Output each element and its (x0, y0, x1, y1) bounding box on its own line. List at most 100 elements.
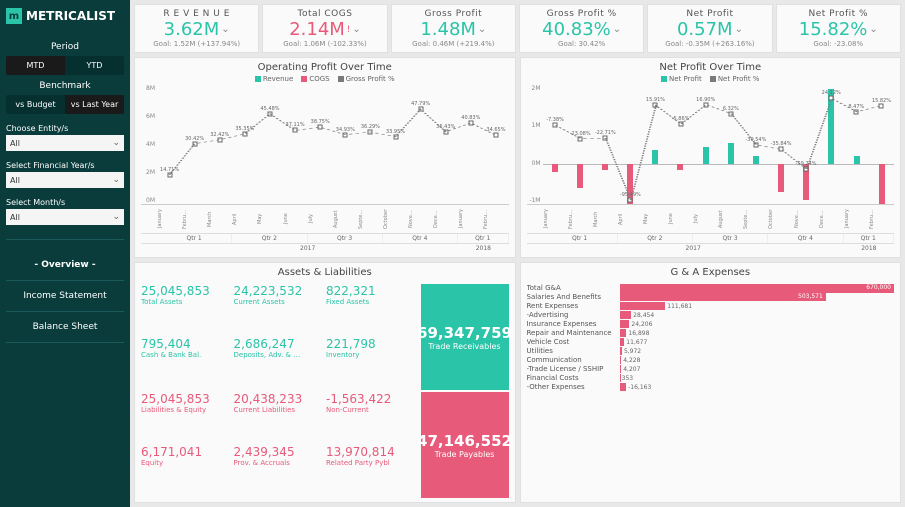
x-tick: Febru… (869, 205, 894, 233)
toggle-option[interactable]: vs Budget (6, 95, 65, 114)
kpi-row: R E V E N U E 3.62M Goal: 1.52M (+137.94… (134, 4, 901, 53)
x-tick: Nove… (408, 205, 433, 233)
kpi-goal: Goal: 1.52M (+137.94%) (141, 40, 252, 48)
x-qtr: Qtr 1 (844, 234, 895, 243)
ga-row: Communication4,228 (527, 356, 895, 364)
ga-row: Vehicle Cost11,677 (527, 338, 895, 346)
nav: - Overview -Income StatementBalance Shee… (6, 239, 124, 343)
x-tick: March (207, 205, 232, 233)
kpi-card[interactable]: R E V E N U E 3.62M Goal: 1.52M (+137.94… (134, 4, 259, 53)
kpi-goal: Goal: 30.42% (526, 40, 637, 48)
legend-item: Net Profit (661, 75, 702, 83)
filter-label: Select Month/s (6, 198, 124, 207)
x-tick: March (593, 205, 618, 233)
x-tick: April (232, 205, 257, 233)
nav-item[interactable]: Income Statement (6, 281, 124, 312)
filter-dropdown[interactable]: All (6, 209, 124, 225)
al-metric: 24,223,532Current Assets (234, 284, 323, 337)
brand-logo: m METRICALIST (6, 8, 124, 24)
al-metric: 2,439,345Prov. & Accruals (234, 445, 323, 498)
ga-row: Total G&A670,000 (527, 284, 895, 292)
x-axis-qtrs: Qtr 1Qtr 2Qtr 3Qtr 4Qtr 1 (527, 233, 895, 243)
filter-label: Select Financial Year/s (6, 161, 124, 170)
x-qtr: Qtr 1 (157, 234, 232, 243)
brand-name: METRICALIST (26, 9, 115, 23)
ga-expenses-panel: G & A Expenses Total G&A670,000Salaries … (520, 262, 902, 503)
x-tick: Febru… (568, 205, 593, 233)
x-tick: June (283, 205, 308, 233)
charts-row: Operating Profit Over Time RevenueCOGSGr… (134, 57, 901, 258)
x-tick: January (157, 205, 182, 233)
x-tick: Septe… (358, 205, 383, 233)
toggle-option[interactable]: YTD (65, 56, 124, 75)
x-qtr: Qtr 2 (232, 234, 307, 243)
kpi-goal: Goal: -0.35M (+263.16%) (654, 40, 765, 48)
legend-item: COGS (301, 75, 329, 83)
chart-legend: RevenueCOGSGross Profit % (141, 75, 509, 83)
filter-dropdown[interactable]: All (6, 135, 124, 151)
nav-item[interactable]: - Overview - (6, 250, 124, 281)
kpi-goal: Goal: 1.06M (-102.33%) (269, 40, 380, 48)
nav-item[interactable]: Balance Sheet (6, 312, 124, 343)
sidebar: m METRICALIST Period MTDYTD Benchmark vs… (0, 0, 130, 507)
x-qtr: Qtr 4 (768, 234, 843, 243)
kpi-title: Net Profit % (783, 9, 894, 19)
x-tick: October (383, 205, 408, 233)
filter-label: Choose Entity/s (6, 124, 124, 133)
benchmark-toggle: vs Budgetvs Last Year (6, 95, 124, 114)
kpi-value: 0.57M (654, 19, 765, 40)
legend-item: Gross Profit % (338, 75, 395, 83)
al-highlight: 69,347,759Trade Receivables (421, 284, 509, 390)
x-tick: Febru… (483, 205, 508, 233)
ga-row: Financial Costs353 (527, 374, 895, 382)
x-tick: June (668, 205, 693, 233)
main: R E V E N U E 3.62M Goal: 1.52M (+137.94… (130, 0, 905, 507)
x-qtr: Qtr 1 (458, 234, 509, 243)
filter-dropdown[interactable]: All (6, 172, 124, 188)
x-tick: January (844, 205, 869, 233)
toggle-option[interactable]: vs Last Year (65, 95, 124, 114)
x-qtr: Qtr 1 (543, 234, 618, 243)
x-axis-years: 20172018 (527, 243, 895, 253)
x-axis-years: 20172018 (141, 243, 509, 253)
kpi-value: 15.82% (783, 19, 894, 40)
kpi-card[interactable]: Gross Profit % 40.83% Goal: 30.42% (519, 4, 644, 53)
chart-title: Net Profit Over Time (527, 62, 895, 73)
al-metric: 795,404Cash & Bank Bal. (141, 337, 230, 390)
panel-title: Assets & Liabilities (141, 267, 509, 278)
kpi-value: 40.83% (526, 19, 637, 40)
kpi-goal: Goal: -23.08% (783, 40, 894, 48)
kpi-card[interactable]: Gross Profit 1.48M Goal: 0.46M (+219.4%) (391, 4, 516, 53)
x-year: 2017 (157, 244, 458, 253)
al-metric: 25,045,853Liabilities & Equity (141, 392, 230, 445)
x-qtr: Qtr 2 (618, 234, 693, 243)
toggle-option[interactable]: MTD (6, 56, 65, 75)
kpi-card[interactable]: Total COGS 2.14M! Goal: 1.06M (-102.33%) (262, 4, 387, 53)
al-metric: 25,045,853Total Assets (141, 284, 230, 337)
kpi-card[interactable]: Net Profit 0.57M Goal: -0.35M (+263.16%) (647, 4, 772, 53)
x-tick: July (308, 205, 333, 233)
ga-row: Utilities5,972 (527, 347, 895, 355)
al-metric: 2,686,247Deposits, Adv. & … (234, 337, 323, 390)
kpi-goal: Goal: 0.46M (+219.4%) (398, 40, 509, 48)
kpi-title: Net Profit (654, 9, 765, 19)
kpi-card[interactable]: Net Profit % 15.82% Goal: -23.08% (776, 4, 901, 53)
chart-legend: Net ProfitNet Profit % (527, 75, 895, 83)
benchmark-label: Benchmark (6, 81, 124, 91)
x-tick: August (333, 205, 358, 233)
x-tick: Nove… (794, 205, 819, 233)
kpi-title: Gross Profit (398, 9, 509, 19)
x-tick: October (768, 205, 793, 233)
x-axis-months: JanuaryFebru…MarchAprilMayJuneJulyAugust… (527, 205, 895, 233)
x-axis-qtrs: Qtr 1Qtr 2Qtr 3Qtr 4Qtr 1 (141, 233, 509, 243)
x-tick: January (458, 205, 483, 233)
kpi-title: Gross Profit % (526, 9, 637, 19)
net-profit-chart: Net Profit Over Time Net ProfitNet Profi… (520, 57, 902, 258)
kpi-value: 2.14M! (269, 19, 380, 40)
panel-title: G & A Expenses (527, 267, 895, 278)
period-label: Period (6, 42, 124, 52)
al-metric: 20,438,233Current Liabilities (234, 392, 323, 445)
x-tick: January (543, 205, 568, 233)
x-tick: Dece… (819, 205, 844, 233)
al-metric: -1,563,422Non-Current (326, 392, 415, 445)
